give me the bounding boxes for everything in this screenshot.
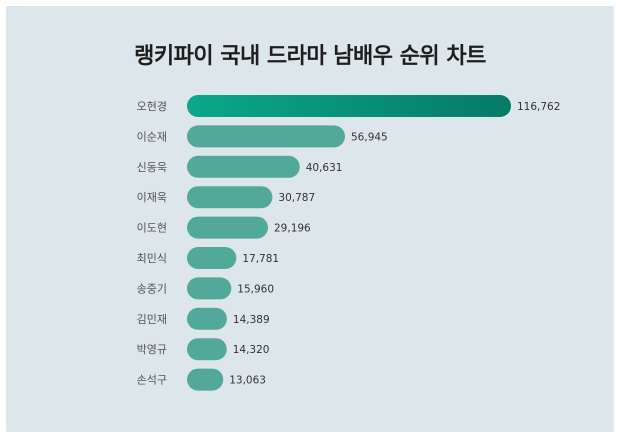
bar[interactable] bbox=[187, 216, 269, 239]
bar[interactable] bbox=[187, 338, 227, 361]
category-label: 김민재 bbox=[137, 313, 167, 326]
bar[interactable] bbox=[187, 155, 300, 178]
value-label: 14,320 bbox=[233, 344, 270, 356]
bar[interactable] bbox=[187, 186, 273, 209]
category-label: 이도현 bbox=[137, 222, 167, 235]
bar[interactable] bbox=[187, 125, 346, 148]
value-label: 17,781 bbox=[242, 253, 279, 265]
value-label: 29,196 bbox=[274, 223, 311, 235]
value-label: 13,063 bbox=[229, 375, 266, 387]
value-label: 56,945 bbox=[351, 131, 388, 143]
category-label: 박영규 bbox=[137, 343, 167, 356]
category-label: 이재욱 bbox=[137, 191, 167, 204]
value-label: 40,631 bbox=[306, 162, 343, 174]
bar[interactable] bbox=[187, 368, 224, 391]
chart-title: 랭키파이 국내 드라마 남배우 순위 차트 bbox=[134, 44, 486, 69]
category-label: 손석구 bbox=[137, 374, 167, 387]
value-label: 116,762 bbox=[517, 101, 560, 113]
bar[interactable] bbox=[187, 247, 237, 269]
bar[interactable] bbox=[187, 307, 227, 330]
value-label: 14,389 bbox=[233, 314, 270, 326]
bar[interactable] bbox=[187, 277, 232, 300]
category-label: 이순재 bbox=[137, 130, 167, 143]
value-label: 15,960 bbox=[237, 283, 274, 295]
bar[interactable] bbox=[187, 95, 511, 117]
category-label: 오현경 bbox=[137, 100, 167, 113]
category-label: 최민식 bbox=[137, 252, 167, 265]
category-label: 신동욱 bbox=[137, 161, 167, 174]
category-label: 송중기 bbox=[137, 282, 167, 295]
value-label: 30,787 bbox=[278, 192, 315, 204]
chart-card bbox=[6, 6, 614, 432]
